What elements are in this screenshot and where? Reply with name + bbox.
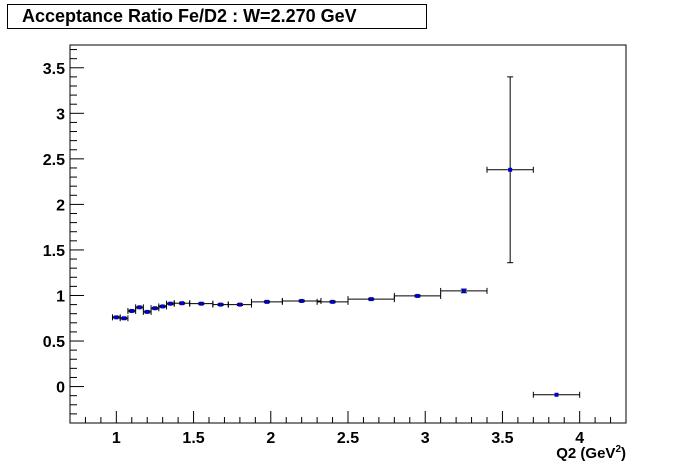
data-point	[166, 300, 175, 307]
data-point	[532, 391, 581, 398]
x-axis-label-close: )	[621, 445, 626, 462]
x-tick-label: 2	[266, 430, 275, 447]
y-tick-label: 3.5	[43, 61, 65, 78]
data-marker	[554, 392, 559, 397]
data-marker	[199, 301, 204, 306]
data-marker	[218, 302, 223, 307]
data-point	[212, 301, 229, 308]
tick-labels: 1 1.5 2 2.5 3 3.5 4 0 0.5 1 1.5 2 2.5 3 3.5	[43, 61, 584, 447]
x-tick-label: 4	[575, 430, 584, 447]
x-tick-label: 1.5	[182, 430, 204, 447]
x-tick-label: 1	[112, 430, 121, 447]
data-marker	[508, 167, 513, 172]
x-tick-label: 2.5	[337, 430, 359, 447]
y-tick-label: 0	[56, 380, 65, 397]
data-point	[173, 300, 191, 307]
y-tick-label: 3	[56, 106, 65, 123]
data-series	[111, 76, 581, 398]
data-point	[250, 298, 283, 305]
data-point	[486, 76, 534, 264]
y-tick-label: 2.5	[43, 152, 65, 169]
data-marker	[369, 297, 374, 302]
x-tick-label: 3.5	[491, 430, 513, 447]
y-tick-label: 1	[56, 288, 65, 305]
data-point	[158, 303, 168, 310]
data-point	[347, 296, 395, 303]
y-tick-label: 1.5	[43, 243, 65, 260]
data-point	[281, 297, 322, 304]
data-marker	[152, 306, 157, 311]
data-point	[316, 298, 349, 305]
data-marker	[237, 302, 242, 307]
data-marker	[160, 304, 165, 309]
data-marker	[122, 316, 127, 321]
data-marker	[299, 298, 304, 303]
data-point	[111, 314, 121, 321]
data-marker	[330, 299, 335, 304]
plot-frame	[69, 44, 627, 424]
data-marker	[461, 288, 466, 293]
data-marker	[129, 308, 134, 313]
y-tick-label: 2	[56, 197, 65, 214]
chart-title: Acceptance Ratio Fe/D2 : W=2.270 GeV	[7, 4, 427, 29]
data-marker	[179, 301, 184, 306]
x-axis-label-text: Q2 (GeV	[556, 445, 616, 462]
data-point	[227, 301, 252, 308]
x-axis-label-exponent: 2	[615, 444, 621, 455]
y-tick-label: 0.5	[43, 334, 65, 351]
data-marker	[168, 301, 173, 306]
data-point	[119, 315, 129, 322]
data-point	[142, 308, 152, 315]
data-marker	[145, 309, 150, 314]
data-point	[393, 292, 442, 299]
data-point	[127, 307, 137, 314]
data-point	[150, 305, 160, 312]
x-axis-label: Q2 (GeV2)	[556, 444, 626, 462]
axis-ticks	[69, 49, 627, 424]
data-marker	[137, 305, 142, 310]
data-point	[440, 287, 488, 294]
data-marker	[264, 299, 269, 304]
data-point	[135, 304, 144, 311]
data-marker	[415, 293, 420, 298]
data-marker	[114, 315, 119, 320]
data-point	[189, 300, 214, 307]
x-tick-label: 3	[421, 430, 430, 447]
